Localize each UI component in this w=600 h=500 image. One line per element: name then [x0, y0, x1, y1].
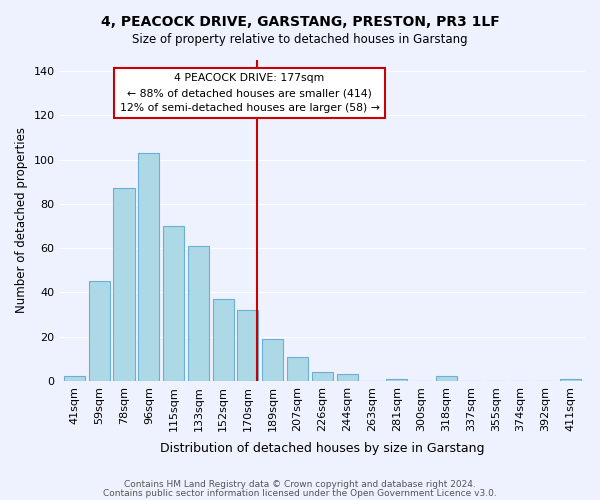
Bar: [386, 378, 407, 381]
Bar: [64, 376, 85, 381]
Bar: [163, 226, 184, 381]
Bar: [287, 356, 308, 381]
Bar: [89, 282, 110, 381]
Bar: [188, 246, 209, 381]
Text: Contains HM Land Registry data © Crown copyright and database right 2024.: Contains HM Land Registry data © Crown c…: [124, 480, 476, 489]
Bar: [560, 378, 581, 381]
Bar: [262, 339, 283, 381]
Bar: [337, 374, 358, 381]
Bar: [312, 372, 333, 381]
Text: Size of property relative to detached houses in Garstang: Size of property relative to detached ho…: [132, 32, 468, 46]
Text: 4 PEACOCK DRIVE: 177sqm
← 88% of detached houses are smaller (414)
12% of semi-d: 4 PEACOCK DRIVE: 177sqm ← 88% of detache…: [119, 74, 380, 113]
Bar: [436, 376, 457, 381]
Y-axis label: Number of detached properties: Number of detached properties: [15, 128, 28, 314]
Bar: [113, 188, 134, 381]
X-axis label: Distribution of detached houses by size in Garstang: Distribution of detached houses by size …: [160, 442, 485, 455]
Text: Contains public sector information licensed under the Open Government Licence v3: Contains public sector information licen…: [103, 488, 497, 498]
Text: 4, PEACOCK DRIVE, GARSTANG, PRESTON, PR3 1LF: 4, PEACOCK DRIVE, GARSTANG, PRESTON, PR3…: [101, 15, 499, 29]
Bar: [138, 153, 160, 381]
Bar: [212, 299, 233, 381]
Bar: [238, 310, 259, 381]
